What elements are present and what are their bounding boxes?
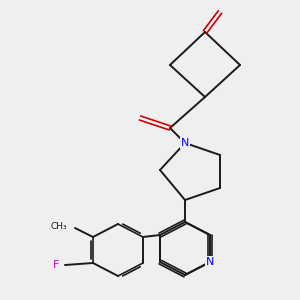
Text: N: N: [206, 257, 214, 267]
Text: N: N: [181, 138, 189, 148]
Text: CH₃: CH₃: [51, 222, 68, 231]
Text: F: F: [52, 260, 59, 270]
